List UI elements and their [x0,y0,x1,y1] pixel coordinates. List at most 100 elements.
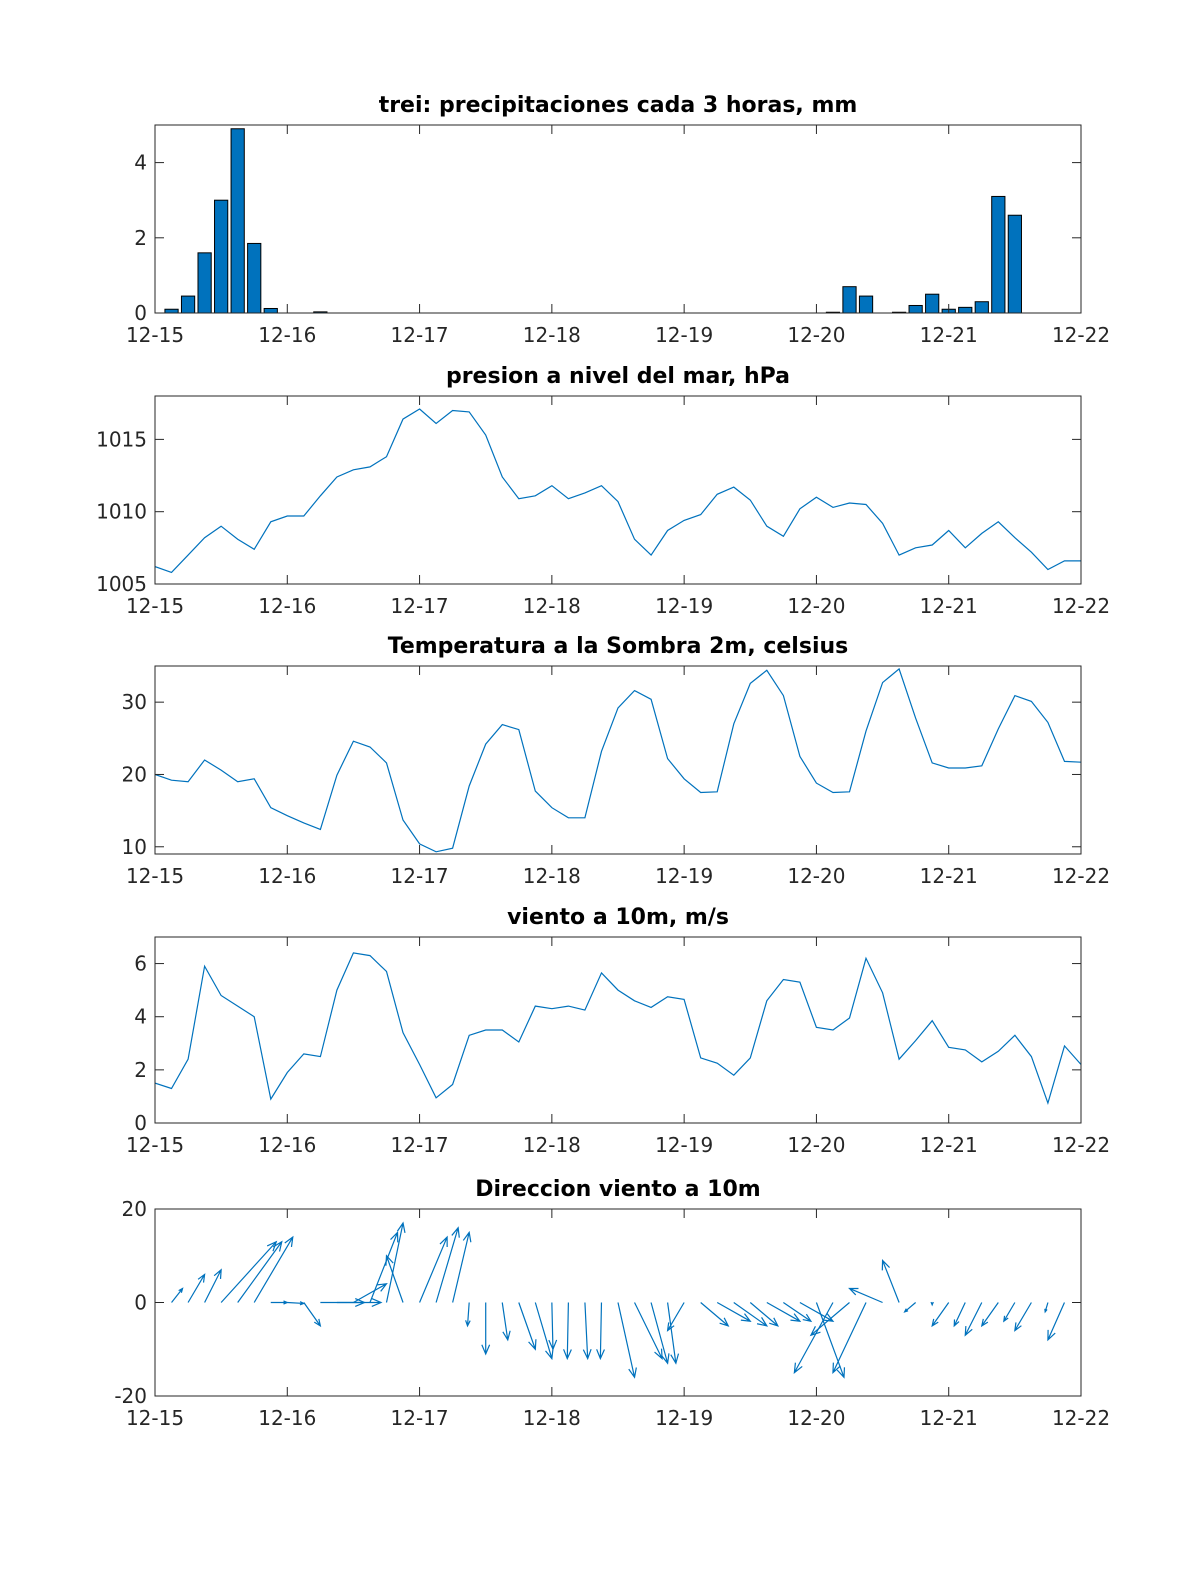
pressure-y-tick-label: 1005 [96,572,147,596]
wind-direction-arrow [1014,1302,1032,1332]
pressure-panel: presion a nivel del mar, hPa 12-15 12-16 1… [96,364,1110,618]
wind-speed-title: viento a 10m, m/s [507,905,729,930]
wind-direction-title: Direccion viento a 10m [475,1177,760,1202]
wind-direction-arrow [733,1302,769,1327]
temperature-title: Temperatura a la Sombra 2m, celsius [388,634,849,659]
wind-speed-y-tick-label: 2 [134,1058,147,1082]
precipitation-y-tick-label: 2 [134,226,147,250]
wind-direction-arrow [1003,1302,1016,1323]
wind-direction-arrow [881,1258,900,1303]
wind-direction-arrow [582,1302,592,1361]
wind-direction-arrow [903,1302,917,1313]
temperature-y-tick-label: 10 [122,835,147,859]
precipitation-bar [958,306,973,313]
wind-speed-x-tick-label: 12-15 [126,1133,184,1157]
pressure-y-tick-label: 1015 [96,427,147,451]
temperature-x-tick-label: 12-17 [391,864,449,888]
wind-direction-y-tick-label: 0 [134,1291,147,1315]
wind-direction-arrow [980,1302,999,1328]
wind-speed-y-tick-label: 0 [134,1111,147,1135]
wind-direction-arrow [832,1302,867,1375]
wind-direction-arrow [1044,1302,1049,1314]
wind-direction-data [171,1221,1066,1379]
wind-direction-x-tick-label: 12-21 [920,1406,978,1430]
pressure-axes [154,395,1082,585]
wind-direction-arrow [385,1221,406,1303]
precipitation-x-tick-label: 12-21 [920,323,978,347]
wind-direction-arrow [650,1302,670,1365]
precipitation-bar [214,199,229,313]
wind-speed-data [155,952,1081,1106]
wind-speed-axes [154,936,1082,1124]
wind-direction-arrow [617,1302,637,1379]
precipitation-bar [197,252,212,313]
precipitation-axes [154,124,1082,314]
precipitation-x-tick-label: 12-18 [523,323,581,347]
wind-direction-arrow [931,1302,950,1328]
wind-direction-arrow [465,1302,471,1328]
pressure-data [155,408,1081,574]
pressure-x-tick-label: 12-17 [391,594,449,618]
precipitation-bar [180,295,196,313]
temperature-x-tick-label: 12-15 [126,864,184,888]
wind-direction-arrow [793,1302,834,1374]
wind-direction-arrow [419,1235,448,1303]
wind-speed-x-tick-label: 12-17 [391,1133,449,1157]
wind-direction-arrow [435,1226,460,1303]
wind-direction-arrow [369,1230,399,1303]
wind-speed-line [155,952,1081,1106]
precipitation-bar [858,295,874,313]
precipitation-bar [247,242,262,313]
wind-speed-y-tick-label: 4 [134,1005,147,1029]
precipitation-bar [908,304,923,313]
wind-direction-arrow [303,1302,322,1328]
pressure-line [155,408,1081,574]
wind-direction-arrow [633,1302,663,1360]
wind-speed-x-tick-label: 12-18 [523,1133,581,1157]
wind-direction-arrow [809,1302,850,1337]
wind-direction-arrow [766,1301,802,1322]
wind-direction-arrow [353,1283,388,1304]
wind-direction-arrow [716,1301,752,1322]
wind-direction-arrow [452,1230,472,1303]
precipitation-y-tick-label: 0 [134,301,147,325]
wind-direction-arrow [815,1302,846,1379]
wind-direction-x-tick-label: 12-19 [655,1406,713,1430]
wind-direction-arrow [481,1302,491,1356]
pressure-x-tick-label: 12-16 [258,594,316,618]
wind-speed-x-tick-label: 12-21 [920,1133,978,1157]
pressure-x-tick-label: 12-21 [920,594,978,618]
wind-direction-x-tick-label: 12-18 [523,1406,581,1430]
wind-direction-arrow [204,1268,222,1303]
precipitation-bar [842,286,857,313]
precipitation-y-tick-label: 4 [134,151,147,175]
precipitation-x-tick-label: 12-16 [258,323,316,347]
wind-direction-arrow [501,1302,511,1342]
wind-direction-x-tick-label: 12-15 [126,1406,184,1430]
precipitation-bar [313,311,328,313]
wind-speed-y-tick-label: 6 [134,952,147,976]
precipitation-bar [925,293,940,313]
wind-direction-arrow [237,1240,283,1303]
wind-direction-arrow [270,1300,289,1305]
wind-direction-arrow [220,1240,278,1303]
wind-direction-arrow [596,1302,605,1361]
temperature-x-tick-label: 12-21 [920,864,978,888]
wind-direction-arrow [749,1302,780,1327]
precipitation-x-tick-label: 12-15 [126,323,184,347]
pressure-x-tick-label: 12-22 [1052,594,1110,618]
precipitation-bar [263,307,278,313]
wind-direction-arrow [336,1298,383,1307]
wind-direction-y-tick-label: -20 [114,1384,147,1408]
temperature-y-tick-label: 20 [122,762,147,786]
temperature-data [155,667,1081,853]
wind-direction-arrow [667,1302,680,1365]
precipitation-data [164,128,1022,313]
wind-direction-x-tick-label: 12-20 [787,1406,845,1430]
wind-direction-arrow [563,1302,572,1361]
wind-direction-arrow [848,1287,883,1304]
temperature-x-tick-label: 12-19 [655,864,713,888]
pressure-title: presion a nivel del mar, hPa [446,364,790,389]
wind-speed-x-tick-label: 12-22 [1052,1133,1110,1157]
temperature-x-tick-label: 12-16 [258,864,316,888]
